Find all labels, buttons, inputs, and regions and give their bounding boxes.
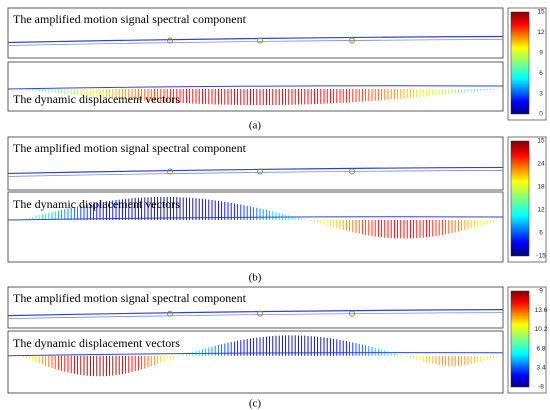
colorbar-tick: 9	[539, 50, 543, 57]
node	[257, 168, 263, 175]
spectral-box	[7, 286, 504, 329]
colorbar-tick: 24	[537, 161, 545, 168]
colorbar-tick: 6	[539, 70, 543, 77]
spectral-box	[7, 7, 504, 59]
spectral-title: The amplified motion signal spectral com…	[13, 141, 247, 155]
colorbar-tick: 13.6	[535, 307, 548, 314]
colorbar-tick: -8	[538, 384, 544, 391]
spectral-line	[7, 35, 504, 44]
colorbar-tick: 15	[537, 9, 545, 16]
panel: The amplified motion signal spectral com…	[7, 136, 547, 284]
colorbar-tick: 6	[539, 230, 543, 237]
spectral-line	[7, 312, 504, 320]
spectral-line	[7, 170, 504, 177]
node	[167, 310, 173, 317]
vector-line	[7, 85, 504, 90]
spectral-box	[7, 136, 504, 191]
colorbar-tick: 18	[537, 184, 545, 191]
node	[349, 310, 355, 317]
colorbar-tick: -15	[536, 253, 546, 260]
node	[349, 37, 355, 44]
colorbar-tick: 12	[537, 207, 545, 214]
vector-title: The dynamic displacement vectors	[13, 197, 180, 211]
vector-title: The dynamic displacement vectors	[13, 92, 180, 106]
colorbar-tick: 0	[539, 111, 543, 118]
panel: The amplified motion signal spectral com…	[7, 286, 548, 410]
node	[349, 168, 355, 175]
spectral-line	[7, 39, 504, 46]
spectral-line	[7, 309, 504, 317]
colorbar-tick: 3	[539, 90, 543, 97]
spectral-line	[7, 166, 504, 175]
colorbar	[510, 140, 530, 257]
colorbar	[510, 11, 530, 115]
vector-line	[7, 216, 504, 221]
panel: The amplified motion signal spectral com…	[7, 7, 547, 132]
colorbar-tick: 10.2	[535, 326, 548, 333]
node	[167, 168, 173, 175]
node	[257, 310, 263, 317]
node	[257, 37, 263, 44]
colorbar-tick: 9	[539, 288, 543, 295]
panel-label: (b)	[249, 272, 262, 284]
colorbar	[510, 290, 530, 388]
vector-line	[7, 352, 504, 357]
spectral-title: The amplified motion signal spectral com…	[13, 12, 247, 26]
vector-box	[7, 191, 504, 263]
colorbar-tick: 6.8	[536, 345, 545, 352]
colorbar-tick: 3.4	[536, 365, 545, 372]
node	[167, 37, 173, 44]
panel-label: (c)	[249, 398, 262, 410]
colorbar-tick: 12	[537, 29, 545, 36]
spectral-title: The amplified motion signal spectral com…	[13, 291, 247, 305]
panel-label: (a)	[249, 120, 262, 132]
colorbar-tick: 15	[537, 138, 545, 145]
vector-title: The dynamic displacement vectors	[13, 336, 180, 350]
